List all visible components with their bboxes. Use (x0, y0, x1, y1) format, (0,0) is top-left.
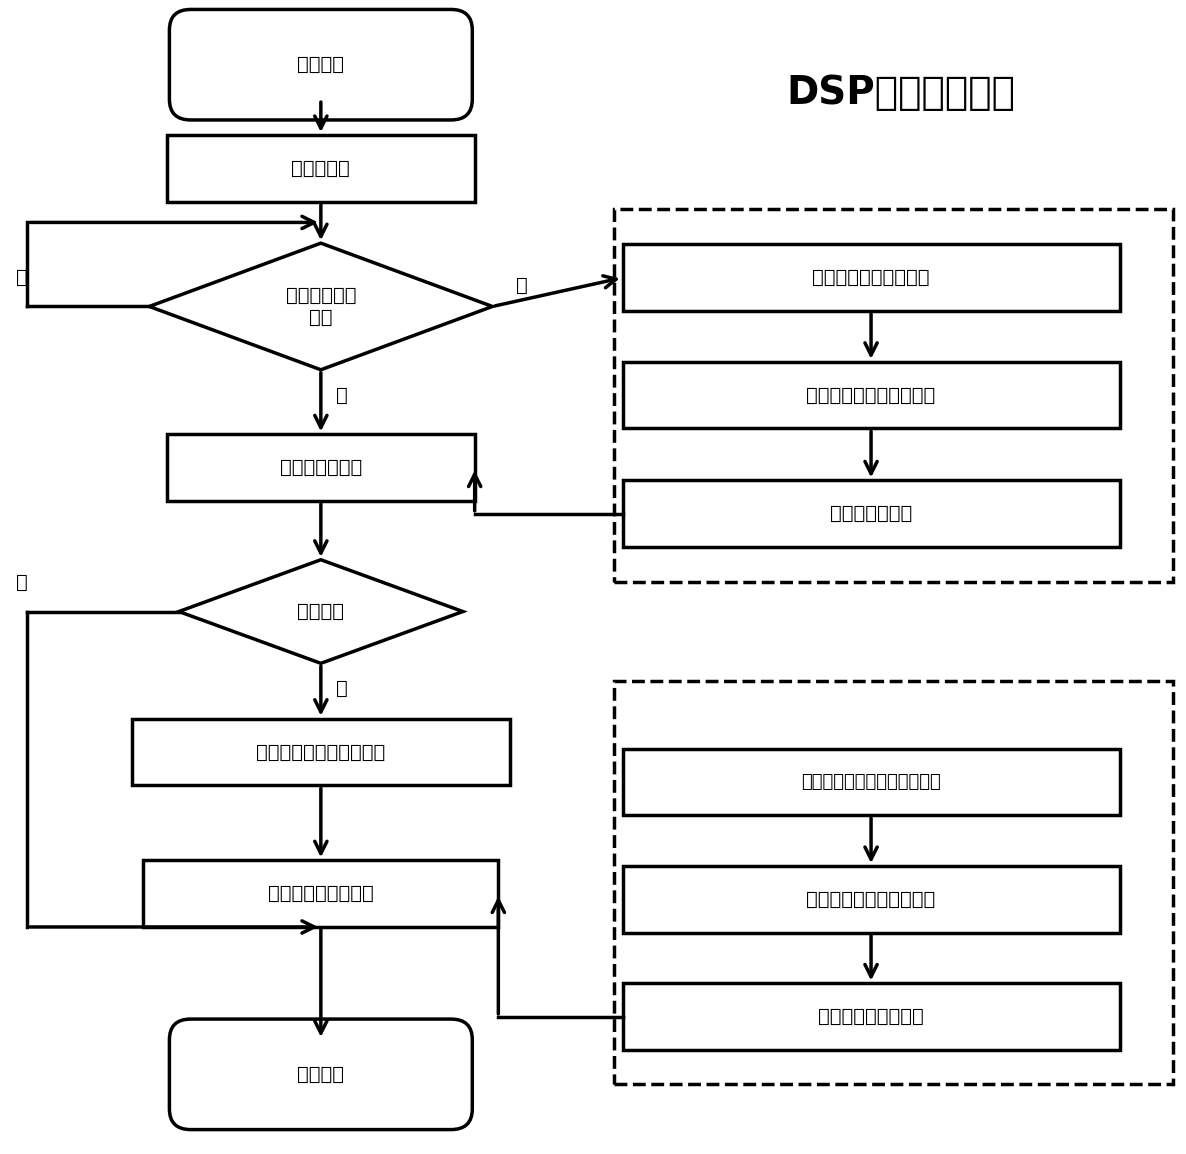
FancyBboxPatch shape (623, 866, 1120, 932)
FancyBboxPatch shape (623, 480, 1120, 547)
Text: 天文定位及测光计算: 天文定位及测光计算 (268, 884, 374, 904)
FancyBboxPatch shape (623, 983, 1120, 1050)
Text: 天文定位及测光计算: 天文定位及测光计算 (818, 1007, 924, 1026)
FancyBboxPatch shape (170, 1019, 472, 1130)
Text: 程序开始: 程序开始 (298, 55, 344, 74)
Text: 是: 是 (516, 276, 528, 295)
Text: 指向和像旋测定: 指向和像旋测定 (830, 504, 912, 523)
Text: 收到图像处理
数据: 收到图像处理 数据 (286, 286, 356, 327)
Text: 是: 是 (337, 385, 347, 405)
Text: 恒星检索（给定指向）: 恒星检索（给定指向） (812, 268, 930, 287)
Text: 计算成功: 计算成功 (298, 602, 344, 621)
FancyBboxPatch shape (167, 434, 474, 501)
Bar (614, 209, 1173, 582)
FancyBboxPatch shape (623, 749, 1120, 816)
Text: 否: 否 (15, 268, 27, 287)
Text: 否: 否 (15, 574, 27, 592)
FancyBboxPatch shape (144, 860, 498, 927)
Text: 定标星检索（精确指向）: 定标星检索（精确指向） (256, 742, 385, 762)
Text: 程序结束: 程序结束 (298, 1065, 344, 1084)
Text: DSP从核程序划分: DSP从核程序划分 (786, 75, 1015, 112)
Text: 恒星测量坐标与理论坐标匹配: 恒星测量坐标与理论坐标匹配 (802, 773, 940, 790)
FancyBboxPatch shape (623, 361, 1120, 428)
FancyBboxPatch shape (167, 135, 474, 202)
Text: 指向和像旋测定: 指向和像旋测定 (280, 458, 362, 477)
FancyBboxPatch shape (623, 245, 1120, 312)
Text: 底片模型及测光模型计算: 底片模型及测光模型计算 (806, 890, 936, 909)
Text: 数据初始化: 数据初始化 (292, 159, 350, 178)
Bar (614, 681, 1173, 1084)
FancyBboxPatch shape (170, 9, 472, 120)
Polygon shape (179, 560, 463, 664)
Text: 理论星图和实测星图计算: 理论星图和实测星图计算 (806, 385, 936, 405)
Text: 是: 是 (337, 680, 347, 698)
Polygon shape (149, 243, 492, 369)
FancyBboxPatch shape (132, 719, 510, 786)
